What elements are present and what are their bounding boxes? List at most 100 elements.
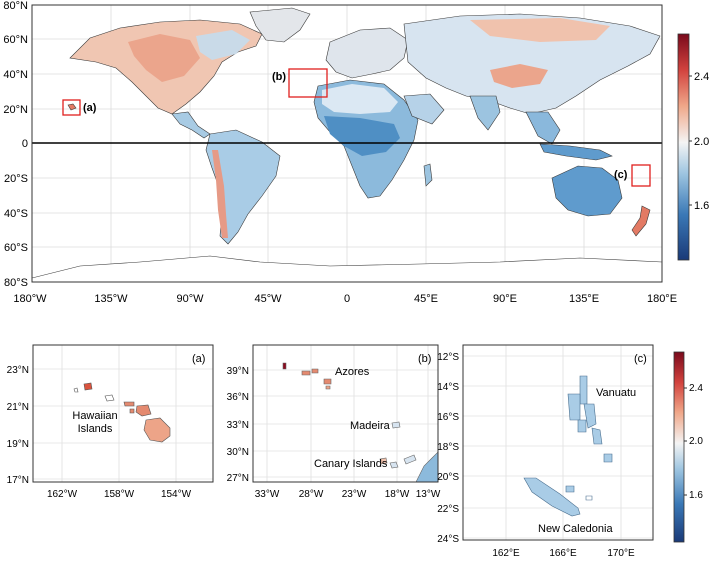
island-vanuatu-4 bbox=[591, 427, 603, 445]
box-b bbox=[288, 68, 328, 98]
lon-label: 154°W bbox=[161, 489, 192, 500]
lon-label: 18°W bbox=[385, 489, 410, 500]
lon-label: 23°W bbox=[342, 489, 367, 500]
lat-label: 60°N bbox=[3, 34, 28, 46]
central-africa-strong bbox=[324, 116, 400, 156]
lat-label: 27°N bbox=[227, 473, 249, 484]
island-niihau bbox=[73, 387, 79, 393]
europe bbox=[325, 27, 409, 79]
island-sao-miguel bbox=[323, 378, 332, 385]
panel-b-islands bbox=[282, 362, 438, 482]
box-a bbox=[62, 99, 81, 116]
lon-label: 45°E bbox=[414, 293, 438, 305]
panel-a-place-label: Hawaiian bbox=[72, 410, 117, 422]
tibet-warm bbox=[490, 64, 548, 88]
new-zealand bbox=[631, 205, 651, 237]
colorbar-tick: 1.6 bbox=[694, 200, 709, 212]
indonesia bbox=[539, 143, 613, 161]
panel-c-newcal-label: New Caledonia bbox=[538, 523, 613, 535]
andes-warm-strip bbox=[212, 150, 228, 238]
lat-label: 22°S bbox=[437, 504, 459, 515]
panel-a-gridlines bbox=[33, 345, 213, 482]
panel-c-vanuatu-label: Vanuatu bbox=[596, 387, 636, 399]
island-vanuatu-3 bbox=[583, 403, 597, 429]
lat-label: 40°S bbox=[4, 208, 28, 220]
panel-b-canary-label: Canary Islands bbox=[314, 458, 388, 470]
lon-label: 158°W bbox=[104, 489, 135, 500]
panel-b-frame bbox=[252, 344, 439, 483]
lon-label: 90°W bbox=[176, 293, 204, 305]
siberia-warm bbox=[470, 18, 610, 42]
lon-label: 28°W bbox=[299, 489, 324, 500]
lon-label: 180°W bbox=[13, 293, 47, 305]
panel-b-lat-labels: 39°N 36°N 33°N 30°N 27°N bbox=[227, 366, 249, 484]
panel-a-lat-labels: 23°N 21°N 19°N 17°N bbox=[7, 365, 29, 486]
lon-label: 135°E bbox=[569, 293, 599, 305]
island-new-caledonia bbox=[523, 477, 581, 517]
island-santa-maria bbox=[325, 385, 331, 390]
island-vanuatu-5 bbox=[603, 453, 613, 463]
lat-label: 18°S bbox=[437, 442, 459, 453]
panel-a-tag: (a) bbox=[192, 353, 205, 365]
panel-a-place-label: Islands bbox=[78, 423, 113, 435]
panel-b-gridlines bbox=[253, 345, 438, 482]
colorbar-tick: 2.4 bbox=[694, 71, 709, 83]
lat-label: 23°N bbox=[7, 365, 29, 376]
lat-label: 80°N bbox=[3, 0, 28, 12]
lat-label: 24°S bbox=[437, 534, 459, 545]
lat-label: 20°S bbox=[437, 472, 459, 483]
lon-label: 135°W bbox=[94, 293, 128, 305]
panel-a-islands bbox=[73, 382, 171, 443]
lon-label: 180°E bbox=[647, 293, 677, 305]
island-lanai bbox=[129, 408, 135, 414]
lat-label: 30°N bbox=[227, 447, 249, 458]
lon-label: 166°E bbox=[549, 548, 577, 559]
panel-b-tag: (b) bbox=[418, 353, 431, 365]
lat-label: 19°N bbox=[7, 439, 29, 450]
colorbar-tick: 1.6 bbox=[689, 490, 703, 501]
lat-label: 60°S bbox=[4, 242, 28, 254]
panel-c-bg bbox=[463, 345, 653, 540]
hawaii-speck bbox=[67, 103, 77, 111]
colorbar-tick: 2.4 bbox=[689, 383, 703, 394]
island-azores-central-2 bbox=[311, 368, 319, 374]
island-loyalty-2 bbox=[565, 485, 575, 493]
island-oahu bbox=[104, 394, 115, 402]
lat-label: 16°S bbox=[437, 412, 459, 423]
lat-label: 12°S bbox=[437, 352, 459, 363]
colorbar-tick: 2.0 bbox=[689, 436, 703, 447]
lon-label: 33°W bbox=[255, 489, 280, 500]
lat-label: 80°S bbox=[4, 277, 28, 289]
lon-label: 13°W bbox=[416, 489, 441, 500]
north-america-cool-northeast bbox=[196, 30, 250, 60]
greenland bbox=[249, 7, 311, 43]
panel-c-islands bbox=[523, 375, 613, 517]
panel-c-tag: (c) bbox=[634, 353, 647, 365]
panel-c-lat-labels: 12°S 14°S 16°S 18°S 20°S 22°S 24°S bbox=[437, 352, 459, 545]
main-map-frame bbox=[31, 4, 663, 283]
island-canary-1 bbox=[379, 457, 388, 465]
north-america-warm-band bbox=[128, 34, 200, 82]
small-colorbar-ramp bbox=[673, 351, 685, 543]
main-colorbar: 2.4 2.0 1.6 bbox=[677, 33, 709, 261]
lat-label: 0 bbox=[22, 138, 28, 150]
island-canary-3 bbox=[403, 454, 417, 465]
panel-c-gridlines bbox=[463, 345, 653, 540]
india bbox=[469, 95, 501, 131]
panel-a: (a) Hawaiian Islands 23°N 21°N 19°N 17°N… bbox=[7, 344, 214, 500]
lon-label: 162°W bbox=[47, 489, 78, 500]
island-loyalty bbox=[585, 495, 593, 501]
island-maui bbox=[135, 404, 152, 417]
colorbar-tick: 2.0 bbox=[694, 136, 709, 148]
island-vanuatu-6 bbox=[577, 419, 587, 433]
lat-label: 39°N bbox=[227, 366, 249, 377]
lon-label: 162°E bbox=[492, 548, 520, 559]
africa-coast-b bbox=[415, 451, 438, 482]
lon-label: 90°E bbox=[493, 293, 517, 305]
madagascar bbox=[423, 163, 433, 187]
main-colorbar-ticks: 2.4 2.0 1.6 bbox=[689, 71, 709, 212]
panel-b-lon-labels: 33°W 28°W 23°W 18°W 13°W bbox=[255, 489, 441, 500]
island-flores bbox=[282, 362, 287, 370]
lat-label: 33°N bbox=[227, 420, 249, 431]
island-canary-2 bbox=[389, 461, 399, 469]
